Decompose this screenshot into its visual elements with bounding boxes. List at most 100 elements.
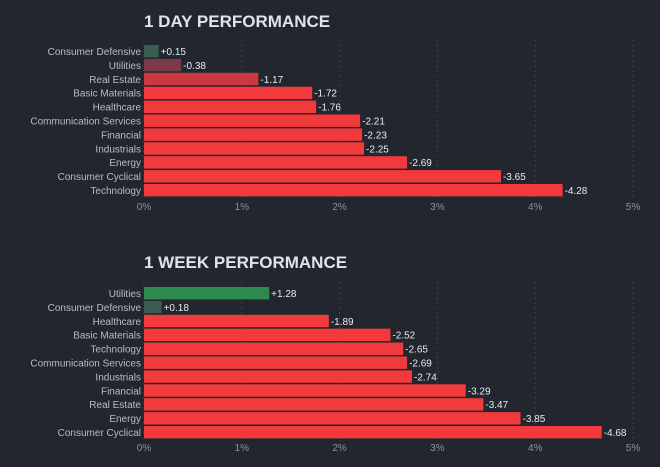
bar[interactable] [144, 170, 501, 183]
bar-row: Technology -2.65 [90, 342, 428, 356]
bar[interactable] [144, 100, 317, 113]
bar-row: Industrials -2.74 [95, 370, 437, 383]
bar[interactable] [144, 370, 412, 383]
x-tick-label: 2% [332, 202, 347, 213]
bar[interactable] [144, 128, 363, 141]
category-label: Healthcare [93, 317, 142, 328]
bar[interactable] [144, 300, 162, 314]
x-tick-label: 5% [626, 443, 641, 454]
value-label: -1.17 [260, 75, 283, 86]
category-label: Basic Materials [73, 331, 141, 342]
bar-row: Real Estate -3.47 [89, 398, 509, 411]
bar-row: Industrials -2.25 [95, 142, 389, 155]
bar[interactable] [144, 156, 408, 169]
value-label: +0.15 [161, 47, 187, 58]
chart-title: 1 DAY PERFORMANCE [144, 12, 330, 31]
value-label: -2.52 [392, 331, 415, 342]
bar-row: Consumer Cyclical -3.65 [58, 170, 526, 183]
bar[interactable] [144, 426, 602, 439]
category-label: Energy [109, 414, 141, 425]
x-tick-label: 2% [332, 443, 347, 454]
x-tick-label: 4% [528, 443, 543, 454]
bar-row: Utilities +1.28 [109, 287, 297, 300]
x-tick-label: 0% [137, 202, 152, 213]
bar-row: Energy -2.69 [109, 156, 432, 169]
value-label: -2.65 [405, 345, 428, 356]
bar[interactable] [144, 184, 563, 197]
bar-row: Basic Materials -1.72 [73, 86, 337, 100]
value-label: -2.74 [414, 372, 437, 383]
chart-2: 1 WEEK PERFORMANCE 0% 1% 2% 3% 4% 5% Utilities +… [30, 253, 640, 454]
x-tick-label: 5% [626, 202, 641, 213]
bar[interactable] [144, 287, 270, 300]
category-label: Industrials [95, 144, 141, 155]
bar-row: Communication Services -2.21 [30, 114, 385, 128]
x-tick-label: 1% [235, 443, 250, 454]
bar-row: Healthcare -1.89 [93, 314, 354, 328]
bar[interactable] [144, 398, 484, 411]
bar-row: Energy -3.85 [109, 412, 546, 425]
value-label: -2.21 [362, 117, 385, 128]
value-label: -1.72 [314, 89, 337, 100]
bar-row: Consumer Defensive +0.18 [48, 300, 190, 314]
bar-row: Consumer Cyclical -4.68 [58, 426, 627, 439]
chart-1: 1 DAY PERFORMANCE 0% 1% 2% 3% 4% 5% Consumer De… [30, 12, 640, 213]
value-label: -3.85 [523, 414, 546, 425]
bar[interactable] [144, 342, 404, 355]
value-label: -2.23 [364, 130, 387, 141]
category-label: Financial [101, 386, 141, 397]
value-label: -2.25 [366, 144, 389, 155]
value-label: +0.18 [164, 303, 190, 314]
category-label: Financial [101, 130, 141, 141]
bar[interactable] [144, 86, 313, 100]
value-label: +1.28 [271, 289, 297, 300]
bar-row: Utilities -0.38 [109, 58, 206, 72]
category-label: Basic Materials [73, 89, 141, 100]
x-tick-label: 1% [235, 202, 250, 213]
category-label: Consumer Defensive [48, 303, 142, 314]
bar-row: Basic Materials -2.52 [73, 328, 416, 342]
x-tick-label: 3% [430, 202, 445, 213]
bar[interactable] [144, 328, 391, 342]
category-label: Real Estate [89, 400, 141, 411]
bar[interactable] [144, 72, 259, 86]
category-label: Technology [90, 345, 141, 356]
category-label: Consumer Cyclical [58, 172, 141, 183]
bar-row: Real Estate -1.17 [89, 72, 284, 86]
category-label: Communication Services [30, 359, 141, 370]
bar[interactable] [144, 58, 182, 72]
category-label: Healthcare [93, 103, 142, 114]
value-label: -3.65 [503, 172, 526, 183]
bar[interactable] [144, 114, 361, 127]
bar-row: Healthcare -1.76 [93, 100, 341, 114]
value-label: -3.47 [485, 400, 508, 411]
bar[interactable] [144, 45, 159, 58]
category-label: Technology [90, 186, 141, 197]
value-label: -0.38 [183, 61, 206, 72]
bar-row: Financial -2.23 [101, 128, 387, 141]
category-label: Consumer Defensive [48, 47, 142, 58]
value-label: -2.69 [409, 359, 432, 370]
category-label: Energy [109, 158, 141, 169]
bar[interactable] [144, 314, 329, 328]
category-label: Real Estate [89, 75, 141, 86]
bar-row: Consumer Defensive +0.15 [48, 45, 187, 58]
bar[interactable] [144, 356, 408, 369]
value-label: -3.29 [468, 386, 491, 397]
category-label: Communication Services [30, 117, 141, 128]
category-label: Utilities [109, 289, 141, 300]
category-label: Consumer Cyclical [58, 428, 141, 439]
bar[interactable] [144, 142, 365, 155]
chart-title: 1 WEEK PERFORMANCE [144, 253, 347, 272]
value-label: -1.76 [318, 103, 341, 114]
bar[interactable] [144, 384, 466, 397]
x-tick-label: 4% [528, 202, 543, 213]
value-label: -1.89 [331, 317, 354, 328]
bar[interactable] [144, 412, 521, 425]
bar-row: Financial -3.29 [101, 384, 491, 397]
x-tick-label: 3% [430, 443, 445, 454]
value-label: -4.28 [565, 186, 588, 197]
category-label: Industrials [95, 372, 141, 383]
